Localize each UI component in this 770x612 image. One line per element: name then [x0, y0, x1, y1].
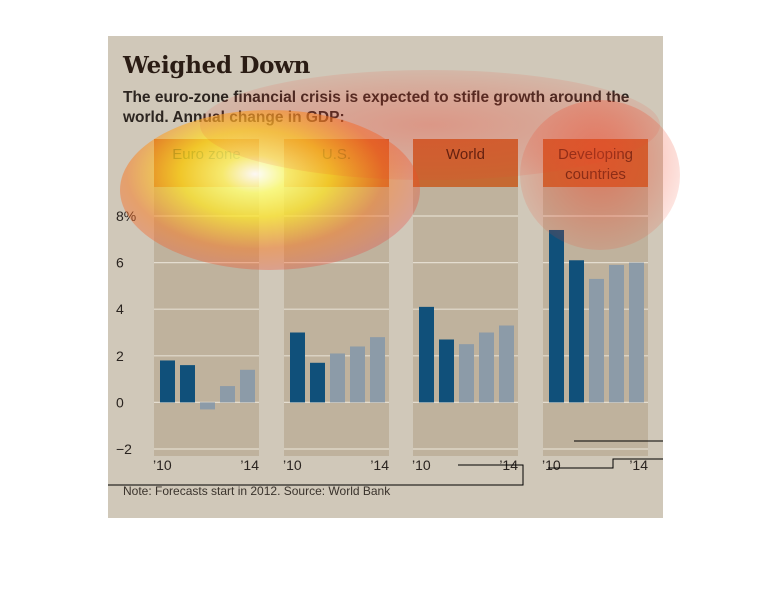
- bar: [499, 325, 514, 403]
- annotation-line: [548, 458, 663, 469]
- bar: [459, 344, 474, 403]
- bar: [479, 332, 494, 403]
- chart-title: Weighed Down: [123, 52, 311, 79]
- bar: [290, 332, 305, 403]
- x-tick-label: ’10: [283, 457, 302, 473]
- x-tick-label: ’10: [542, 457, 561, 473]
- source-note: Note: Forecasts start in 2012. Source: W…: [123, 484, 391, 498]
- bar: [350, 346, 365, 403]
- bar: [589, 278, 604, 403]
- y-tick-label: 2: [116, 348, 124, 364]
- y-tick-label: 8%: [116, 208, 136, 224]
- bar: [609, 264, 624, 403]
- y-tick-label: 0: [116, 394, 124, 410]
- bar: [569, 260, 584, 403]
- panel-title: Euro zone: [172, 146, 240, 163]
- y-tick-label: 6: [116, 255, 124, 271]
- y-tick-label: −2: [116, 441, 132, 457]
- x-tick-label: ’10: [412, 457, 431, 473]
- bar: [220, 386, 235, 403]
- x-tick-label: ’10: [153, 457, 172, 473]
- y-tick-label: 4: [116, 301, 124, 317]
- bar: [629, 262, 644, 403]
- x-tick-label: ’14: [240, 457, 259, 473]
- chart-card: Weighed Down The euro-zone financial cri…: [108, 36, 663, 518]
- panel-title: U.S.: [322, 146, 351, 163]
- panel-title: World: [446, 146, 485, 163]
- bar: [200, 402, 215, 410]
- panel-bg: [284, 187, 389, 456]
- bar: [439, 339, 454, 403]
- bar: [419, 306, 434, 403]
- panel-header: [413, 139, 518, 187]
- x-tick-label: ’14: [629, 457, 648, 473]
- bar: [330, 353, 345, 403]
- x-tick-label: ’14: [370, 457, 389, 473]
- panel-bg: [154, 187, 259, 456]
- bar: [160, 360, 175, 403]
- bar: [180, 365, 195, 403]
- bar: [310, 362, 325, 403]
- bar: [370, 337, 385, 403]
- chart-svg: Euro zone U.S. World Developing countries8%6…: [108, 139, 663, 486]
- bar: [549, 229, 564, 403]
- annotation-line: [108, 464, 524, 486]
- bar: [240, 369, 255, 403]
